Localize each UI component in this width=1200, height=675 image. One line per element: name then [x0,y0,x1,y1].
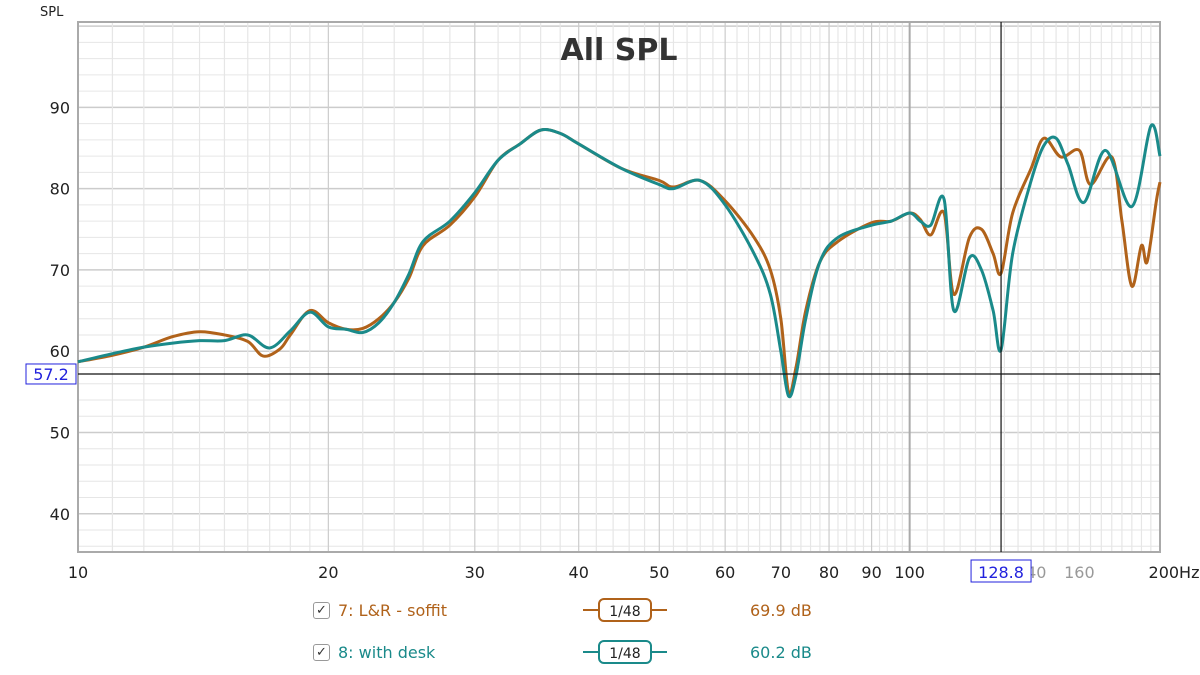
smoothing-label: 1/48 [609,646,640,662]
x-tick-label: 80 [819,563,839,582]
cursor-value-soffit: 69.9 dB [750,601,812,620]
y-axis-label: SPL [40,5,64,20]
x-tick-label: 100 [894,563,925,582]
series-line-1 [77,128,1162,396]
cursor-y-label: 57.2 [33,365,69,384]
legend-item-soffit[interactable]: ✓ 7: L&R - soffit [313,601,447,620]
y-tick-label: 50 [50,424,70,443]
cursor-x-box [970,559,1032,583]
x-tick-label: 10 [68,563,88,582]
spl-chart[interactable]: 4050607080901020304050607080901001140160… [0,0,1200,590]
x-tick-label: 60 [715,563,735,582]
x-tick-label: 40 [569,563,589,582]
x-tick-label: 50 [649,563,669,582]
smoothing-label: 1/48 [609,604,640,620]
y-tick-label: 80 [50,180,70,199]
x-tick-label: 30 [465,563,485,582]
x-tick-label: 200Hz [1149,563,1200,582]
y-tick-label: 40 [50,505,70,524]
legend-label: 7: L&R - soffit [338,601,447,620]
legend-label: 8: with desk [338,643,436,662]
chart-title: All SPL [561,33,678,68]
x-tick-label: 20 [318,563,338,582]
smoothing-badge-desk[interactable]: 1/48 [583,639,667,665]
checkbox-soffit[interactable]: ✓ [313,602,330,619]
x-tick-label: 160 [1064,563,1095,582]
smoothing-badge-soffit[interactable]: 1/48 [583,597,667,623]
series-line-2 [77,123,1162,399]
x-tick-label: 70 [771,563,791,582]
cursor-x-label: 128.8 [978,563,1024,582]
y-tick-label: 90 [50,98,70,117]
x-tick-label: 90 [861,563,881,582]
plot-frame [77,21,1161,553]
y-tick-label: 60 [50,342,70,361]
y-tick-label: 70 [50,261,70,280]
series-group [77,123,1162,399]
cursor[interactable]: 57.2 128.8 [25,22,1160,583]
grid: 4050607080901020304050607080901001140160… [50,22,1200,582]
cursor-value-desk: 60.2 dB [750,643,812,662]
cursor-y-box [25,363,77,385]
legend-item-desk[interactable]: ✓ 8: with desk [313,643,435,662]
checkbox-desk[interactable]: ✓ [313,644,330,661]
